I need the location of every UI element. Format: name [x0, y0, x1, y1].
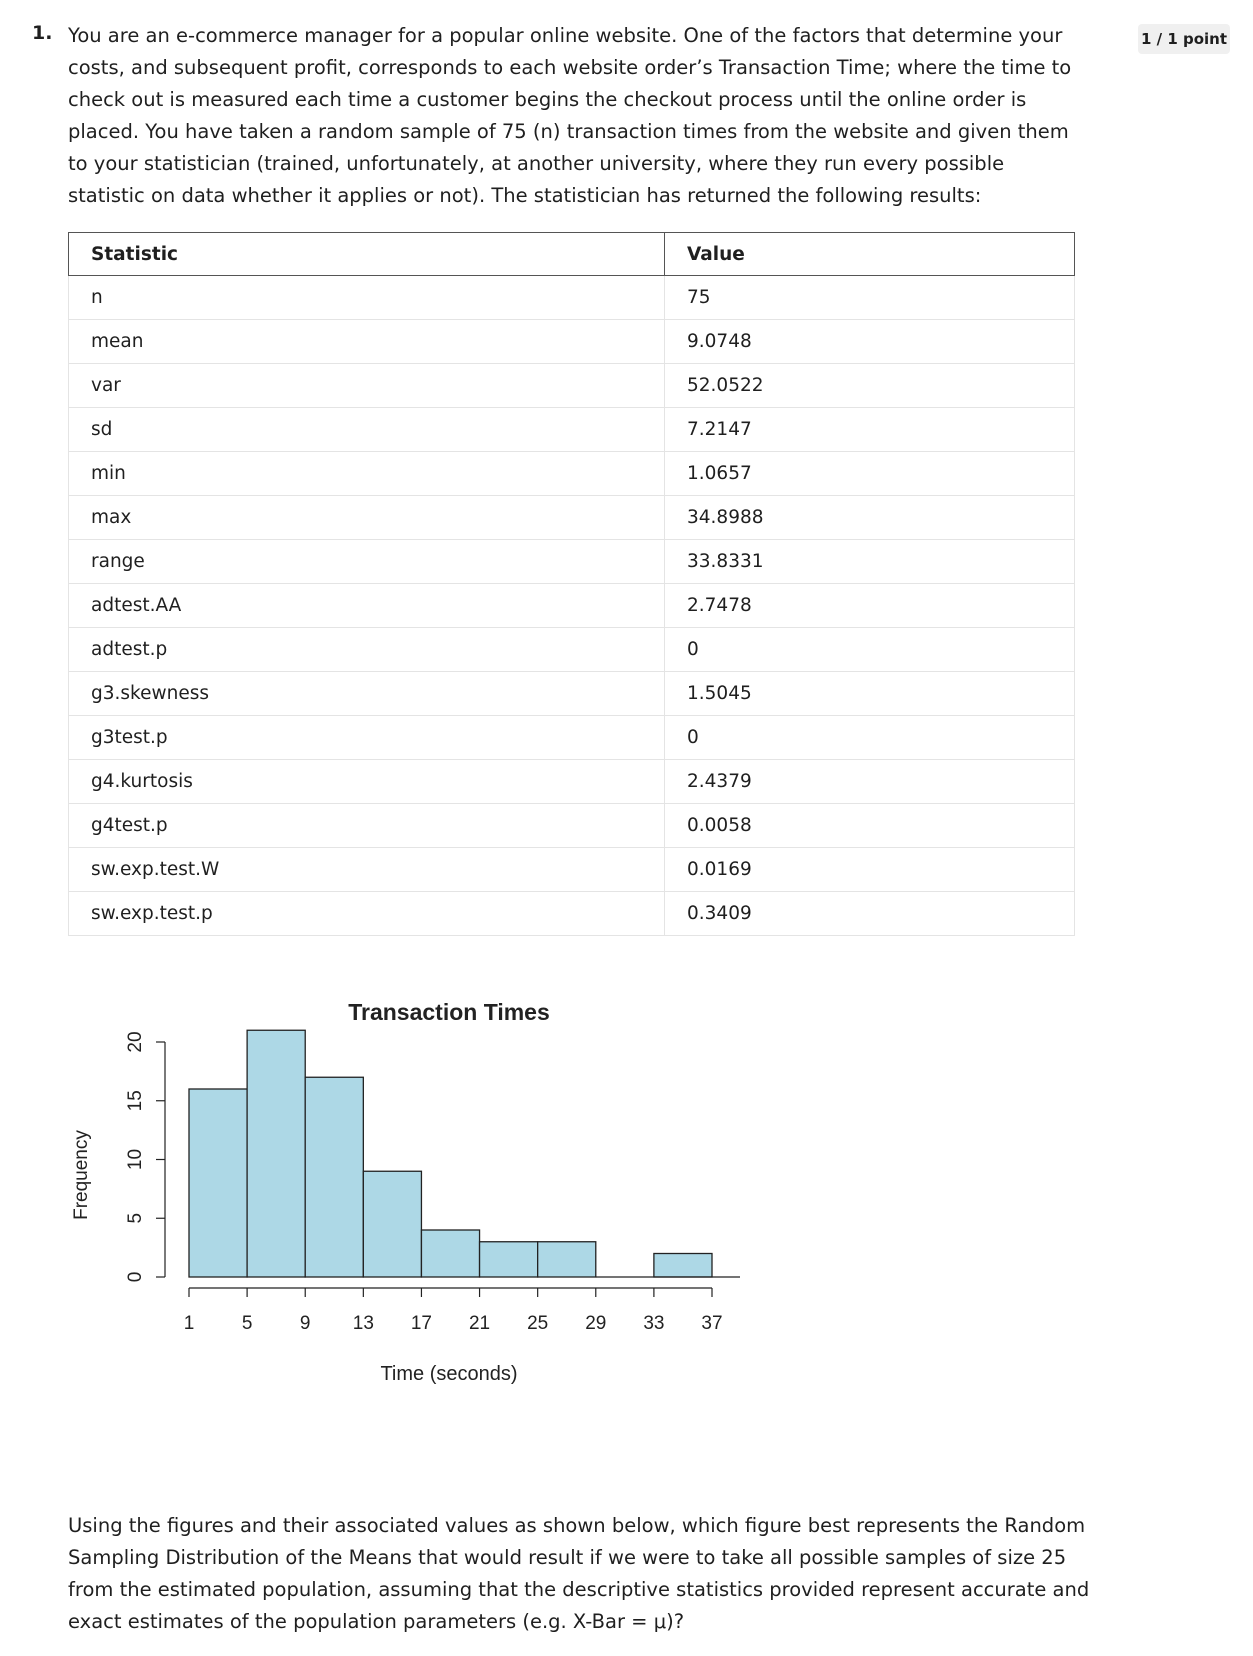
stat-value-cell: 0.3409 — [664, 891, 1075, 936]
histogram-bar — [246, 1029, 306, 1278]
stat-name-cell: g4test.p — [68, 803, 665, 848]
stat-name-cell: sw.exp.test.W — [68, 847, 665, 892]
stat-value-cell: 75 — [664, 275, 1075, 320]
y-axis-label: Frequency — [71, 1130, 92, 1220]
stat-name-cell: min — [68, 451, 665, 496]
question-text: You are an e-commerce manager for a popu… — [68, 24, 1072, 207]
statistics-table: Statistic Value n 75 mean 9.0748 var 52.0522 s… — [68, 232, 1075, 936]
table-row: sd 7.2147 — [68, 407, 1075, 452]
stat-name-cell: adtest.p — [68, 627, 665, 672]
histogram-bar — [537, 1241, 597, 1278]
histogram-bar — [478, 1241, 539, 1278]
stat-name-cell: range — [68, 539, 665, 584]
table-row: sw.exp.test.p 0.3409 — [68, 891, 1075, 936]
stat-value-cell: 0 — [664, 627, 1075, 672]
question-number: 1. — [32, 22, 53, 44]
stat-value-cell: 1.0657 — [664, 451, 1075, 496]
points-badge: 1 / 1 point — [1138, 24, 1230, 54]
stat-name-cell: adtest.AA — [68, 583, 665, 628]
x-tick-label: 1 — [184, 1313, 195, 1334]
stat-name-cell: sd — [68, 407, 665, 452]
stat-value-cell: 0.0169 — [664, 847, 1075, 892]
histogram-bar — [420, 1229, 481, 1278]
y-tick-label: 15 — [125, 1090, 146, 1111]
stat-name-cell: var — [68, 363, 665, 408]
x-tick-label: 9 — [300, 1313, 311, 1334]
stat-name-cell: sw.exp.test.p — [68, 891, 665, 936]
stat-name-cell: g3.skewness — [68, 671, 665, 716]
table-row: range 33.8331 — [68, 539, 1075, 584]
y-tick-label: 5 — [125, 1213, 146, 1224]
table-row: g3.skewness 1.5045 — [68, 671, 1075, 716]
y-tick-label: 10 — [125, 1149, 146, 1170]
x-axis-label: Time (seconds) — [380, 1363, 517, 1385]
table-row: g4.kurtosis 2.4379 — [68, 759, 1075, 804]
stat-value-cell: 2.4379 — [664, 759, 1075, 804]
histogram-bar — [304, 1076, 364, 1278]
table-row: var 52.0522 — [68, 363, 1075, 408]
x-tick-label: 21 — [469, 1313, 490, 1334]
x-tick-label: 5 — [242, 1313, 253, 1334]
stat-value-cell: 52.0522 — [664, 363, 1075, 408]
x-tick-label: 17 — [411, 1313, 432, 1334]
table-row: g4test.p 0.0058 — [68, 803, 1075, 848]
table-header-row: Statistic Value — [68, 232, 1075, 276]
x-tick-label: 37 — [701, 1313, 722, 1334]
table-row: n 75 — [68, 275, 1075, 320]
stat-value-cell: 33.8331 — [664, 539, 1075, 584]
stat-name-cell: max — [68, 495, 665, 540]
statistics-table-body: n 75 mean 9.0748 var 52.0522 sd 7.2147 min 1.0657… — [68, 275, 1075, 936]
histogram-bar — [362, 1170, 423, 1278]
histogram-chart: Transaction Times Time (seconds) Frequen… — [71, 1000, 740, 1385]
stat-name-cell: g4.kurtosis — [68, 759, 665, 804]
table-row: mean 9.0748 — [68, 319, 1075, 364]
stat-value-cell: 0.0058 — [664, 803, 1075, 848]
chart-title: Transaction Times — [348, 1000, 550, 1025]
stat-value-cell: 0 — [664, 715, 1075, 760]
stat-value-cell: 1.5045 — [664, 671, 1075, 716]
stat-value-cell: 7.2147 — [664, 407, 1075, 452]
table-row: adtest.AA 2.7478 — [68, 583, 1075, 628]
table-row: g3test.p 0 — [68, 715, 1075, 760]
stat-value-cell: 2.7478 — [664, 583, 1075, 628]
stat-value-cell: 34.8988 — [664, 495, 1075, 540]
histogram-bar — [653, 1252, 713, 1278]
stat-value-cell: 9.0748 — [664, 319, 1075, 364]
header-value: Value — [664, 232, 1075, 276]
x-tick-label: 33 — [643, 1313, 664, 1334]
stat-name-cell: g3test.p — [68, 715, 665, 760]
stat-name-cell: n — [68, 275, 665, 320]
y-tick-label: 20 — [125, 1031, 146, 1052]
table-row: sw.exp.test.W 0.0169 — [68, 847, 1075, 892]
stat-name-cell: mean — [68, 319, 665, 364]
x-tick-label: 25 — [527, 1313, 548, 1334]
table-row: min 1.0657 — [68, 451, 1075, 496]
header-statistic: Statistic — [68, 232, 665, 276]
question-footer: Using the figures and their associated v… — [68, 1514, 1090, 1633]
table-row: max 34.8988 — [68, 495, 1075, 540]
table-row: adtest.p 0 — [68, 627, 1075, 672]
x-tick-label: 13 — [353, 1313, 374, 1334]
x-tick-label: 29 — [585, 1313, 606, 1334]
histogram-bar — [188, 1088, 248, 1278]
y-tick-label: 0 — [125, 1272, 146, 1283]
